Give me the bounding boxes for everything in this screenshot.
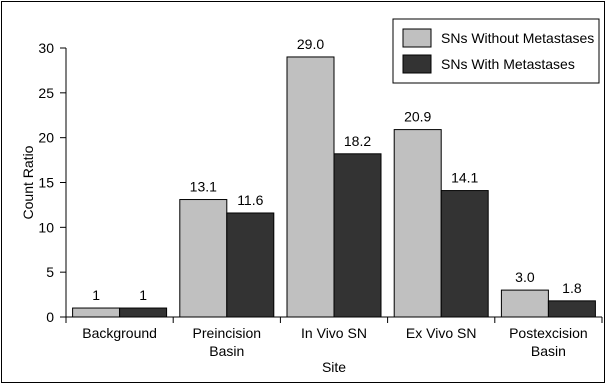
bar [440,190,489,318]
bar [547,300,596,318]
y-tick-label: 30 [38,40,54,56]
y-tick-label: 10 [38,219,54,235]
data-label: 11.6 [237,192,263,208]
x-tick-label: In Vivo SN [301,325,367,341]
legend-label: SNs With Metastases [441,56,575,72]
bar [393,129,442,318]
data-label: 1 [92,287,100,303]
x-tick-label: Basin [209,343,244,359]
legend-swatch [402,28,432,48]
x-tick-label: Background [82,325,157,341]
x-tick-label: Preincision [193,325,261,341]
data-label: 18.2 [344,133,371,149]
data-label: 29.0 [297,36,324,52]
x-axis-title: Site [322,359,346,375]
bar [286,56,335,318]
data-label: 1.8 [562,280,582,296]
bar [333,153,382,318]
y-axis-title: Count Ratio [20,145,36,219]
data-label: 13.1 [190,179,217,195]
y-tick-label: 20 [38,130,54,146]
y-tick-label: 25 [38,85,54,101]
x-tick-label: Basin [531,343,566,359]
bar [119,307,168,318]
bar [500,289,549,318]
data-label: 1 [139,287,147,303]
legend-label: SNs Without Metastases [441,30,594,46]
y-tick-label: 15 [38,175,54,191]
data-label: 14.1 [451,170,478,186]
data-label: 20.9 [404,109,431,125]
data-label: 3.0 [515,269,535,285]
bar [72,307,121,318]
y-tick-label: 5 [46,264,54,280]
x-tick-label: Ex Vivo SN [406,325,477,341]
bar [179,199,228,318]
y-tick-label: 0 [46,309,54,325]
x-tick-label: Postexcision [509,325,588,341]
legend-swatch [402,54,432,74]
bar [226,212,275,318]
